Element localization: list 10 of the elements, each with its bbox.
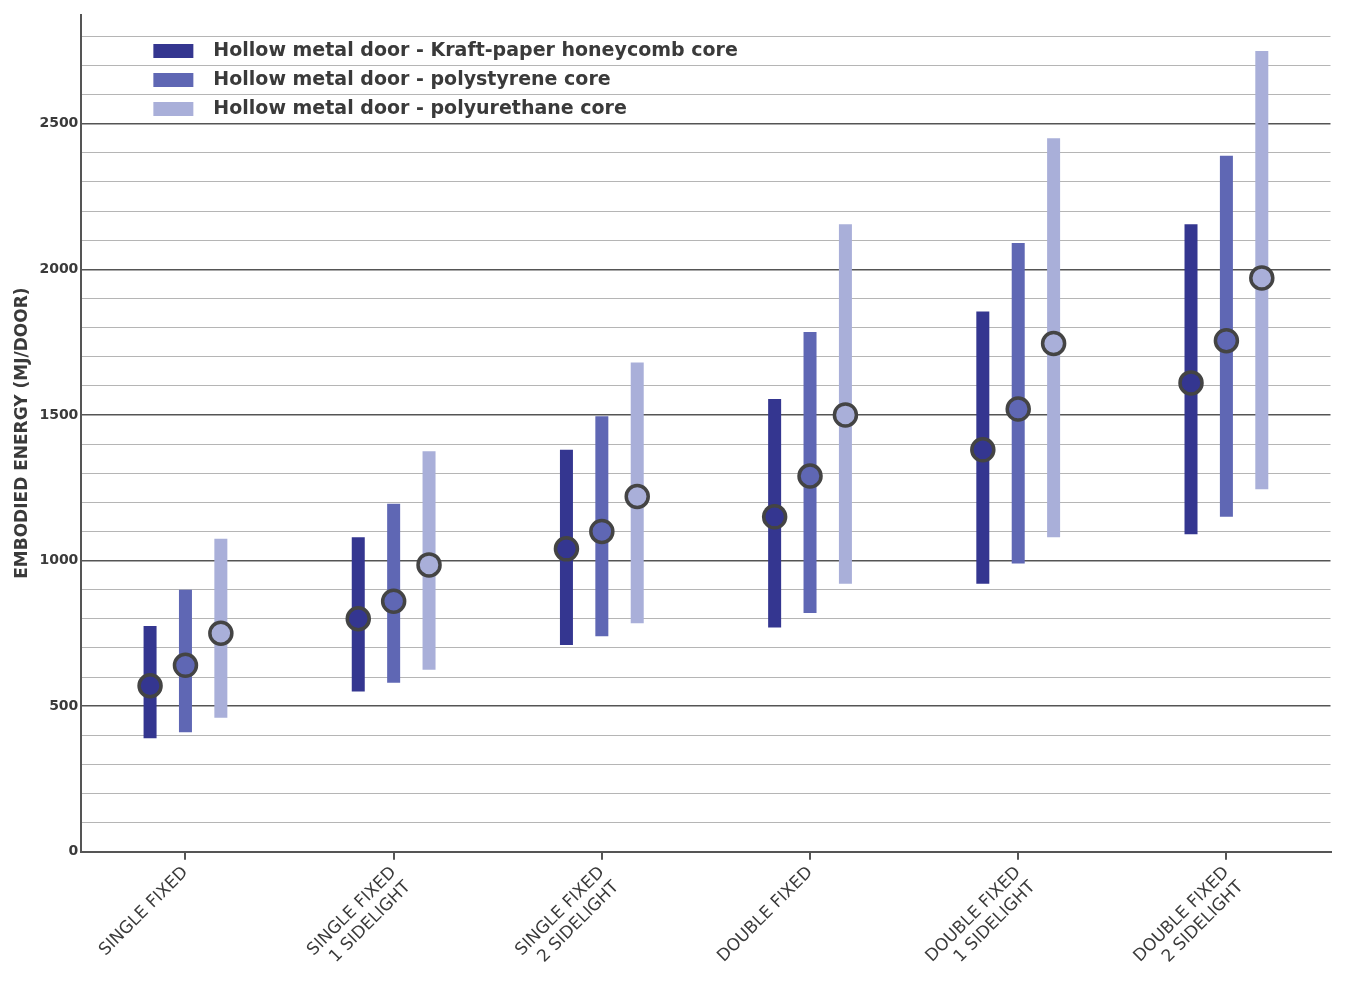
legend-label: Hollow metal door - polystyrene core [213, 66, 611, 89]
legend-label: Hollow metal door - Kraft-paper honeycomb core [213, 37, 738, 60]
y-axis-title: EMBODIED ENERGY (MJ/DOOR) [10, 287, 31, 579]
y-tick-label: 1500 [39, 405, 79, 422]
y-tick-label: 500 [49, 696, 79, 713]
y-tick-label: 0 [68, 842, 79, 859]
y-tick-label: 1000 [39, 551, 79, 568]
y-tick-label: 2500 [39, 114, 79, 131]
y-tick-label: 2000 [39, 259, 79, 276]
legend-label: Hollow metal door - polyurethane core [213, 95, 627, 118]
